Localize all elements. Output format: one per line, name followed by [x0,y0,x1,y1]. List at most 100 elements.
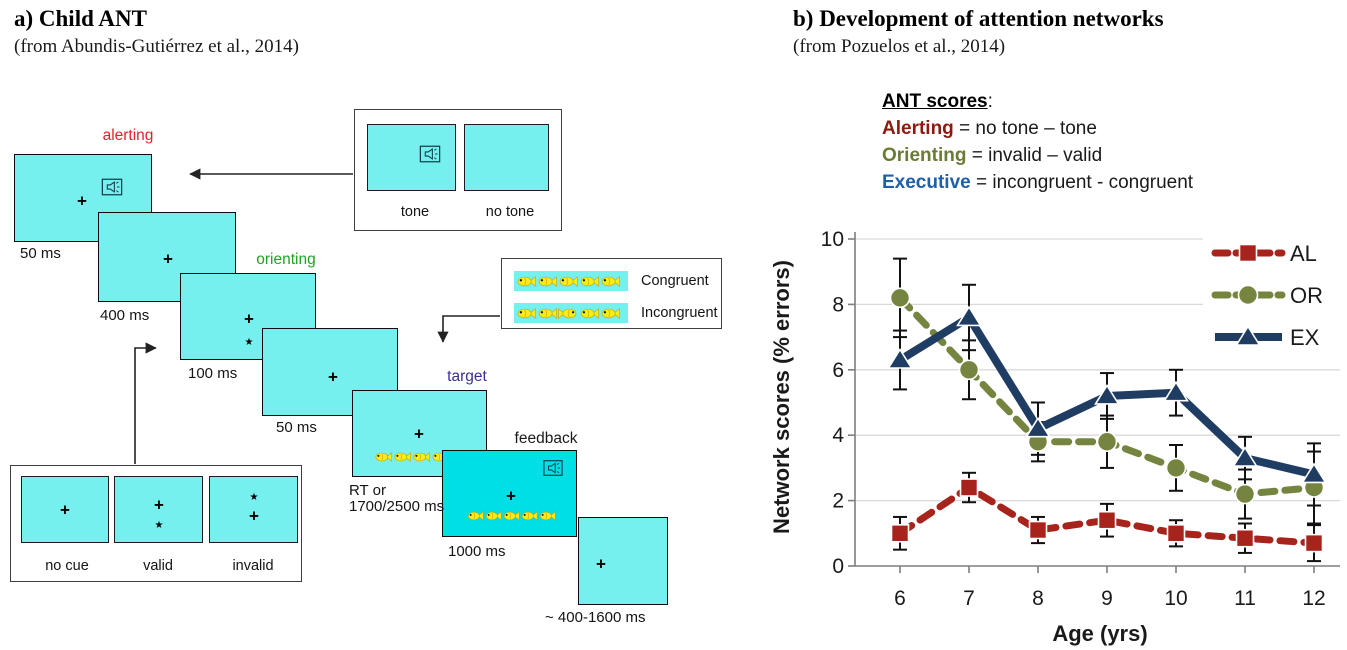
fish-icon [580,275,599,287]
duration-target: RT or 1700/2500 ms [349,483,444,515]
fish-row [514,303,628,323]
fixation-cross: + [60,500,70,520]
incongruent-label: Incongruent [641,305,718,321]
cue-star: ★ [249,492,259,503]
valid-mini-screen: + ★ [114,476,203,543]
speaker-icon [543,460,563,476]
fish-icon [468,511,484,521]
ant-scores-block: ANT scores: Alerting = no tone – tone Or… [882,88,1193,196]
label-orienting: orienting [256,251,316,268]
duration-fixation1: 400 ms [100,307,150,324]
svg-text:0: 0 [832,555,844,578]
invalid-mini-screen: ★ + [209,476,298,543]
screen-alerting: + [14,154,152,242]
fixation-cross: + [163,249,173,269]
fish-icon [601,275,620,287]
no-cue-mini-screen: + [21,476,109,543]
fish-icon [486,511,502,521]
fish-icon [413,452,430,462]
fish-icon [538,275,557,287]
tone-label: tone [400,204,430,220]
ant-scores-executive: Executive = incongruent - congruent [882,172,1194,193]
svg-text:4: 4 [832,424,844,447]
fixation-cross: + [244,309,254,329]
label-feedback: feedback [514,430,578,447]
speaker-icon [419,145,441,163]
fixation-cross: + [328,367,338,387]
svg-text:8: 8 [832,293,844,316]
fish-icon [504,511,520,521]
panel-a-title: a) Child ANT [14,6,147,31]
ant-scores-heading: ANT scores: [882,91,993,112]
svg-text:2: 2 [832,490,844,513]
cue-star: ★ [244,337,254,348]
svg-text:8: 8 [1032,587,1044,610]
duration-cue: 100 ms [188,365,238,382]
flanker-arrow [437,315,500,343]
svg-text:12: 12 [1302,587,1325,610]
speaker-icon [101,178,123,196]
svg-text:10: 10 [821,228,844,251]
no-cue-label: no cue [45,558,89,574]
fish-icon [601,307,620,319]
development-chart: AL OR EX 0 2 4 6 8 10 6 7 8 9 10 11 12 Age (yrs) Network … [770,228,1345,646]
panel-a-source: (from Abundis-Gutiérrez et al., 2014) [14,36,299,57]
svg-text:10: 10 [1164,587,1187,610]
speaker-icon [101,178,123,196]
fixation-cross: + [596,554,606,574]
fish-icon [522,511,538,521]
fish-icon [394,452,411,462]
panel-b-title: b) Development of attention networks [793,6,1164,31]
congruent-label: Congruent [641,273,709,289]
panel-b-source: (from Pozuelos et al., 2014) [793,36,1006,57]
label-target: target [447,368,487,385]
svg-text:Network scores (% errors): Network scores (% errors) [770,260,794,534]
duration-iti: ~ 400-1600 ms [545,609,646,626]
label-alerting: alerting [102,127,154,144]
fish-icon [580,307,599,319]
fish-icon [538,307,557,319]
screen-feedback: + [442,450,577,537]
fixation-cross: + [77,191,87,211]
duration-fixation2: 50 ms [276,419,317,436]
svg-text:11: 11 [1234,587,1256,610]
fish-icon [517,275,536,287]
fixation-cross: + [154,495,164,515]
valid-label: valid [143,558,173,574]
screen-fixation-2: + [262,328,398,416]
cue-box: + + ★ ★ + no cue valid invalid [10,465,302,582]
ant-scores-alerting: Alerting = no tone – tone [882,118,1097,139]
fish-icon [540,511,556,521]
fish-icon [559,275,578,287]
speaker-icon [419,145,441,163]
svg-text:6: 6 [832,359,844,382]
duration-target-line2: 1700/2500 ms [349,498,445,515]
svg-text:6: 6 [894,587,906,610]
cue-star: ★ [154,520,164,531]
no-tone-mini-screen [464,124,549,191]
fish-icon [517,307,536,319]
svg-text:AL: AL [1290,241,1317,266]
invalid-label: invalid [232,558,274,574]
flanker-box: Congruent Incongruent [501,258,722,329]
fish-icon [375,452,392,462]
duration-alerting: 50 ms [20,245,61,262]
cue-arrow [134,342,157,464]
no-tone-label: no tone [485,204,535,220]
svg-text:7: 7 [963,587,975,610]
svg-text:EX: EX [1290,325,1320,350]
fixation-cross: + [414,424,424,444]
fish-row [514,271,628,291]
screen-iti: + [578,517,668,605]
svg-text:9: 9 [1101,587,1113,610]
fish-row [467,511,556,522]
ant-scores-orienting: Orienting = invalid – valid [882,145,1103,166]
tone-mini-screen [367,124,456,191]
fish-icon [558,307,577,319]
svg-text:Age (yrs): Age (yrs) [1052,621,1147,646]
fixation-cross: + [506,486,516,506]
speaker-icon [543,460,563,476]
tone-box: tone no tone [354,109,562,231]
duration-target-line1: RT or [349,482,386,499]
